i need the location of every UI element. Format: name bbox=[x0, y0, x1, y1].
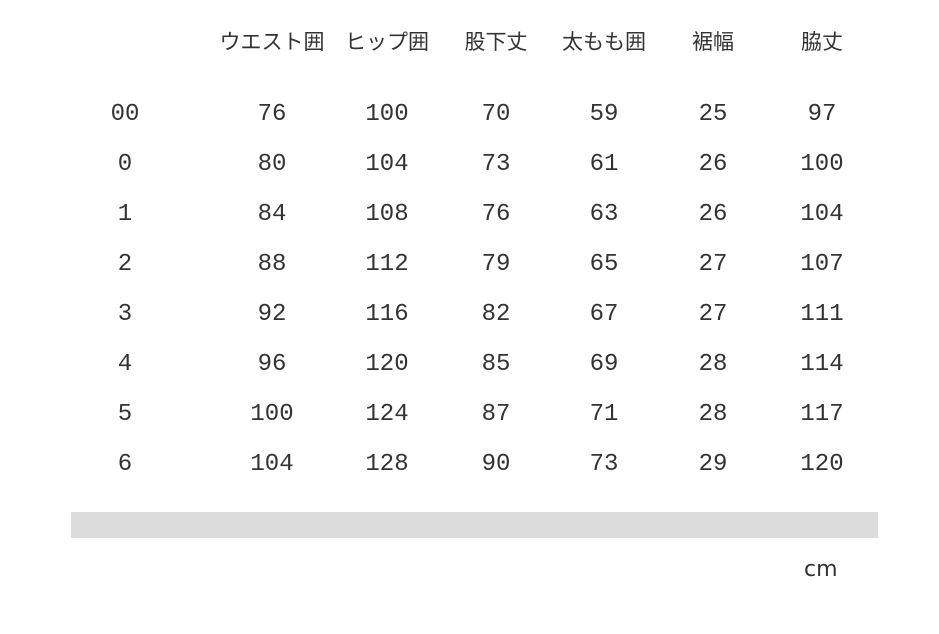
table-cell: 27 bbox=[698, 301, 728, 328]
table-cell: 108 bbox=[365, 201, 409, 228]
table-cell: 82 bbox=[481, 301, 511, 328]
table-cell: 114 bbox=[800, 351, 844, 378]
table-cell: 28 bbox=[698, 401, 728, 428]
table-cell: 120 bbox=[800, 451, 844, 478]
table-cell: 26 bbox=[698, 151, 728, 178]
table-cell: 90 bbox=[481, 451, 511, 478]
table-cell: 107 bbox=[800, 251, 844, 278]
table-cell: 76 bbox=[481, 201, 511, 228]
table-cell: 117 bbox=[800, 401, 844, 428]
table-cell: 104 bbox=[365, 151, 409, 178]
size-label: 6 bbox=[117, 451, 133, 478]
column-header: 脇丈 bbox=[801, 30, 843, 54]
table-cell: 28 bbox=[698, 351, 728, 378]
divider-bar bbox=[71, 512, 878, 538]
table-cell: 67 bbox=[589, 301, 619, 328]
table-cell: 120 bbox=[365, 351, 409, 378]
table-cell: 97 bbox=[807, 101, 837, 128]
table-cell: 73 bbox=[481, 151, 511, 178]
table-cell: 100 bbox=[250, 401, 294, 428]
table-cell: 96 bbox=[257, 351, 287, 378]
size-label: 3 bbox=[117, 301, 133, 328]
table-cell: 104 bbox=[800, 201, 844, 228]
table-cell: 104 bbox=[250, 451, 294, 478]
table-cell: 76 bbox=[257, 101, 287, 128]
column-header: 股下丈 bbox=[464, 30, 528, 54]
table-cell: 116 bbox=[365, 301, 409, 328]
table-cell: 61 bbox=[589, 151, 619, 178]
table-cell: 73 bbox=[589, 451, 619, 478]
table-cell: 69 bbox=[589, 351, 619, 378]
table-cell: 27 bbox=[698, 251, 728, 278]
table-cell: 29 bbox=[698, 451, 728, 478]
table-cell: 128 bbox=[365, 451, 409, 478]
size-label: 5 bbox=[117, 401, 133, 428]
table-cell: 71 bbox=[589, 401, 619, 428]
column-header: 太もも囲 bbox=[562, 30, 646, 54]
size-label: 1 bbox=[117, 201, 133, 228]
column-header: ヒップ囲 bbox=[345, 30, 429, 54]
table-cell: 100 bbox=[800, 151, 844, 178]
table-cell: 111 bbox=[800, 301, 844, 328]
table-cell: 25 bbox=[698, 101, 728, 128]
size-label: 00 bbox=[110, 101, 140, 128]
table-cell: 63 bbox=[589, 201, 619, 228]
table-cell: 59 bbox=[589, 101, 619, 128]
column-header: ウエスト囲 bbox=[219, 30, 325, 54]
size-label: 4 bbox=[117, 351, 133, 378]
table-cell: 112 bbox=[365, 251, 409, 278]
table-cell: 70 bbox=[481, 101, 511, 128]
unit-label: cm bbox=[804, 557, 838, 582]
size-label: 0 bbox=[117, 151, 133, 178]
table-cell: 80 bbox=[257, 151, 287, 178]
size-label: 2 bbox=[117, 251, 133, 278]
table-cell: 100 bbox=[365, 101, 409, 128]
table-cell: 87 bbox=[481, 401, 511, 428]
table-cell: 84 bbox=[257, 201, 287, 228]
table-cell: 124 bbox=[365, 401, 409, 428]
table-cell: 26 bbox=[698, 201, 728, 228]
table-cell: 88 bbox=[257, 251, 287, 278]
column-header: 裾幅 bbox=[692, 30, 734, 54]
table-cell: 79 bbox=[481, 251, 511, 278]
table-cell: 85 bbox=[481, 351, 511, 378]
table-cell: 65 bbox=[589, 251, 619, 278]
table-cell: 92 bbox=[257, 301, 287, 328]
